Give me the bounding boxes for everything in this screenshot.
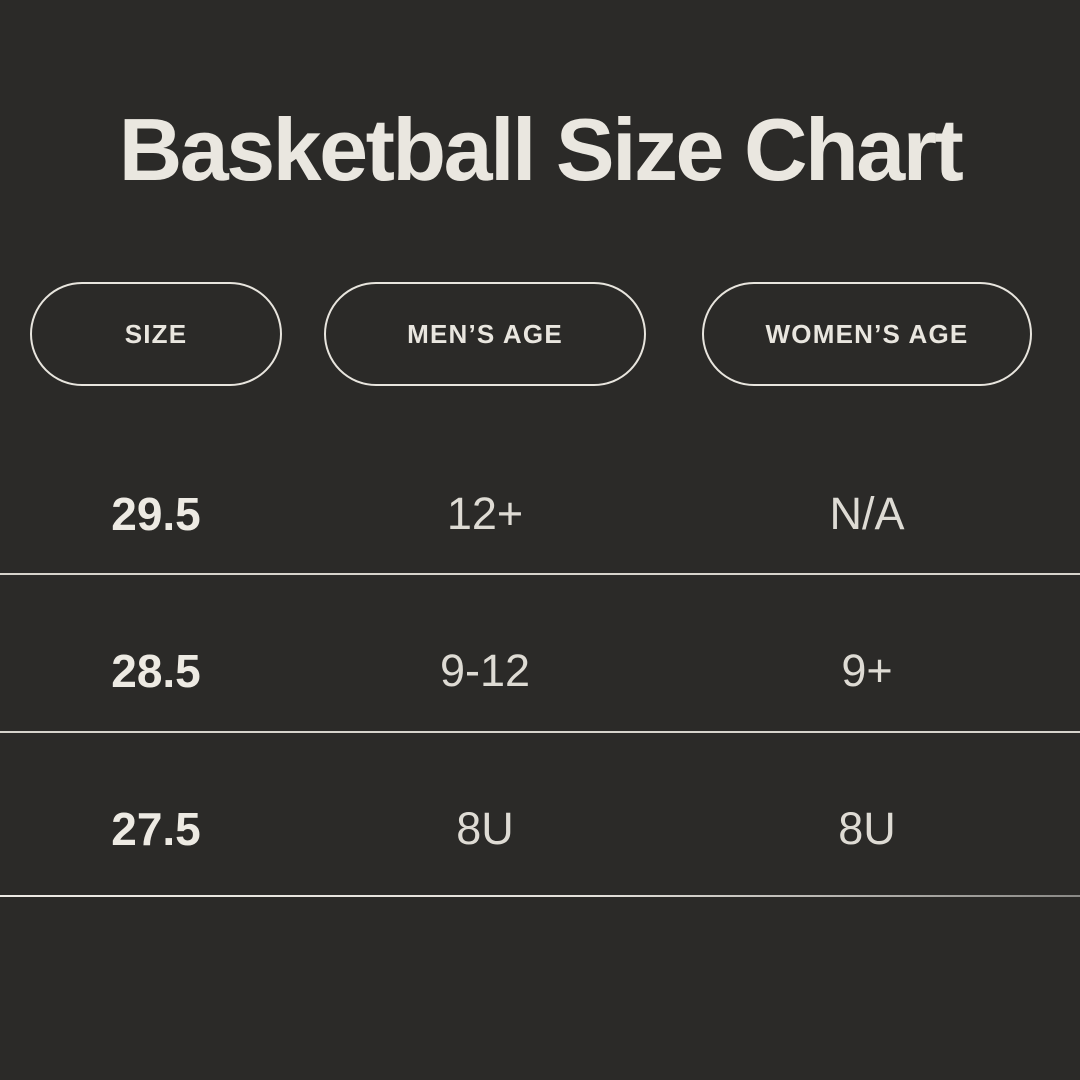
- column-header-size: SIZE: [30, 282, 282, 386]
- size-table: 29.5 12+ N/A 28.5 9-12 9+ 27.5 8U 8U: [0, 387, 1080, 897]
- column-header-womens-age-label: WOMEN’S AGE: [765, 318, 969, 349]
- cell-womens-age: N/A: [829, 488, 905, 539]
- cell-mens-age: 8U: [456, 803, 514, 854]
- cell-mens-age: 12+: [446, 488, 524, 539]
- cell-size: 27.5: [111, 803, 201, 855]
- row-divider: [0, 731, 1080, 733]
- cell-womens-age: 8U: [838, 803, 896, 854]
- table-row: 29.5 12+ N/A: [0, 387, 1080, 573]
- column-header-mens-age-label: MEN’S AGE: [407, 318, 563, 349]
- column-header-size-label: SIZE: [124, 318, 188, 349]
- column-header-womens-age: WOMEN’S AGE: [702, 282, 1032, 386]
- row-divider: [0, 573, 1080, 575]
- row-divider: [0, 895, 1080, 897]
- table-header: SIZE MEN’S AGE WOMEN’S AGE: [0, 282, 1080, 386]
- cell-womens-age: 9+: [841, 645, 893, 696]
- table-row: 27.5 8U 8U: [0, 733, 1080, 895]
- cell-size: 29.5: [111, 488, 201, 540]
- column-header-mens-age: MEN’S AGE: [324, 282, 646, 386]
- cell-size: 28.5: [111, 645, 201, 697]
- table-row: 28.5 9-12 9+: [0, 575, 1080, 731]
- cell-mens-age: 9-12: [439, 645, 531, 696]
- page-title: Basketball Size Chart: [118, 100, 964, 199]
